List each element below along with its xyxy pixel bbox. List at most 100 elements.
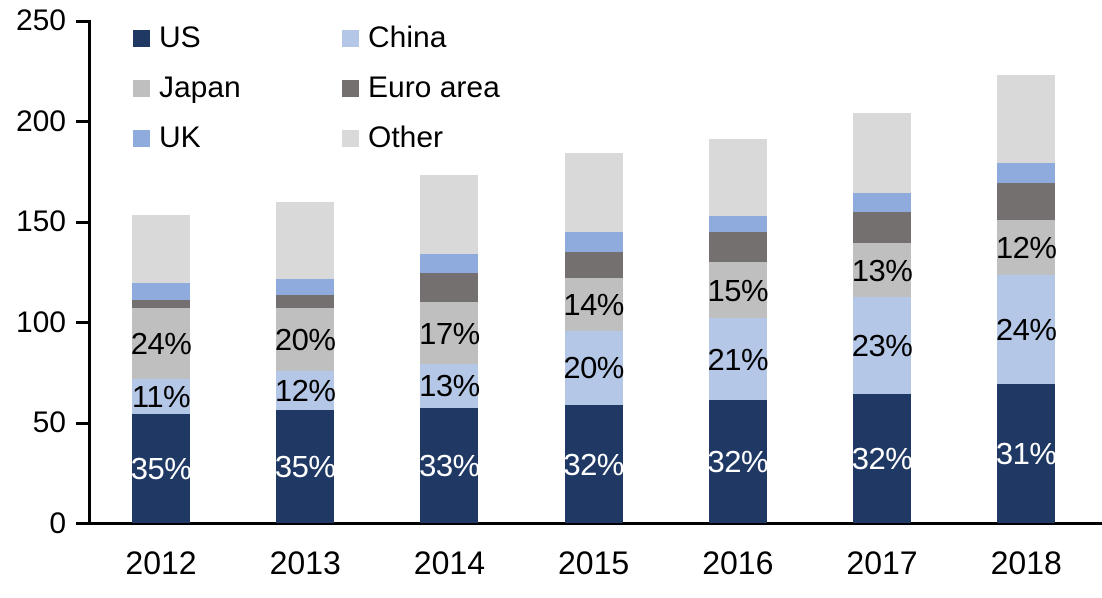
- bar-segment-euro-area: [132, 300, 190, 309]
- bar-segment-label: 32%: [563, 446, 624, 482]
- legend-item-uk: UK: [133, 121, 201, 155]
- bar-segment-label: 32%: [851, 441, 913, 477]
- bar-segment-other: [564, 152, 623, 233]
- bar-segment-other: [853, 113, 911, 193]
- bar-segment-label: 12%: [274, 372, 336, 408]
- bar-segment-label: 35%: [274, 449, 336, 485]
- bar-2014: 33% 13% 17%: [419, 174, 480, 524]
- bar-2017: 32% 23% 13%: [851, 113, 913, 524]
- bar-segment-uk: [853, 192, 911, 212]
- bar-2016: 32% 21% 15%: [707, 138, 769, 524]
- x-category-label: 2013: [269, 545, 341, 581]
- bar-segment-japan: 12%: [995, 220, 1057, 276]
- bar-segment-uk: [276, 279, 335, 296]
- x-category-label: 2018: [990, 545, 1062, 581]
- bar-segment-label: 13%: [419, 368, 480, 404]
- y-tick-mark: [76, 522, 89, 525]
- bar-segment-euro-area: [708, 232, 767, 263]
- y-tick-label: 0: [49, 506, 66, 540]
- y-tick-mark: [76, 421, 89, 425]
- y-tick-label: 250: [15, 4, 66, 37]
- y-tick-label: 100: [15, 305, 66, 339]
- bar-segment-china: 11%: [131, 378, 191, 414]
- y-tick-label: 200: [15, 104, 66, 138]
- bar-segment-china: 13%: [419, 363, 480, 408]
- bar-segment-euro-area: [276, 295, 335, 309]
- x-category-label: 2016: [702, 545, 774, 581]
- bar-segment-us: 33%: [419, 407, 480, 524]
- bar-segment-china: 24%: [995, 275, 1057, 384]
- bar-segment-label: 15%: [707, 272, 769, 308]
- legend-item-us: US: [133, 21, 201, 55]
- bar-segment-label: 23%: [851, 328, 913, 364]
- bar-segment-uk: [997, 162, 1056, 183]
- bar-2018: 31% 24% 12%: [995, 75, 1057, 524]
- bar-segment-us: 35%: [274, 409, 336, 524]
- bar-segment-label: 20%: [563, 350, 624, 386]
- legend-label: Other: [368, 121, 444, 154]
- bar-segment-label: 12%: [995, 230, 1057, 266]
- x-category-label: 2017: [846, 545, 918, 581]
- bar-segment-china: 20%: [563, 330, 624, 405]
- bar-segment-china: 21%: [708, 318, 769, 400]
- bar-segment-uk: [708, 216, 767, 233]
- bar-segment-label: 14%: [563, 286, 624, 322]
- bar-segment-label: 11%: [131, 378, 191, 414]
- bar-2013: 35% 12% 20%: [274, 201, 336, 524]
- legend-label: China: [368, 21, 447, 54]
- bar-segment-uk: [420, 254, 479, 274]
- bar-segment-other: [997, 75, 1056, 163]
- bar-segment-euro-area: [420, 273, 479, 303]
- bar-segment-label: 17%: [419, 315, 480, 351]
- bar-segment-label: 33%: [419, 448, 480, 484]
- bar-segment-other: [420, 174, 479, 255]
- bar-segment-china: 12%: [274, 370, 336, 410]
- bar-segment-label: 13%: [851, 252, 913, 288]
- legend-swatch-icon: [342, 29, 359, 47]
- y-tick-mark: [76, 220, 89, 224]
- x-category-label: 2014: [413, 545, 485, 581]
- y-tick-label: 150: [15, 205, 66, 238]
- bar-segment-us: 31%: [995, 383, 1057, 524]
- bar-segment-label: 35%: [130, 451, 192, 487]
- legend-item-other: Other: [342, 121, 443, 155]
- y-tick-mark: [76, 120, 89, 123]
- legend-item-japan: Japan: [133, 71, 241, 105]
- bar-segment-us: 32%: [563, 404, 624, 524]
- bar-segment-japan: 14%: [563, 278, 624, 331]
- x-category-label: 2015: [558, 545, 630, 581]
- bar-segment-japan: 17%: [419, 302, 480, 364]
- x-category-label: 2012: [125, 545, 197, 581]
- legend-label: Euro area: [368, 71, 500, 104]
- bar-segment-japan: 13%: [851, 243, 913, 298]
- x-axis-line: [86, 522, 1102, 525]
- bar-segment-us: 35%: [130, 413, 192, 524]
- bar-segment-china: 23%: [851, 297, 913, 394]
- bar-segment-us: 32%: [707, 399, 769, 524]
- y-tick-mark: [76, 19, 89, 23]
- bar-2012: 35% 11% 24%: [130, 215, 192, 524]
- bar-segment-euro-area: [997, 182, 1056, 220]
- bar-segment-label: 20%: [274, 322, 336, 358]
- bar-segment-other: [276, 201, 335, 280]
- legend-swatch-icon: [133, 79, 150, 97]
- legend-label: US: [159, 21, 201, 54]
- bar-segment-label: 24%: [995, 312, 1057, 348]
- bar-segment-label: 31%: [995, 436, 1057, 472]
- legend-label: Japan: [159, 71, 241, 104]
- legend-label: UK: [159, 121, 201, 154]
- bar-segment-japan: 15%: [707, 262, 769, 319]
- legend-swatch-icon: [133, 129, 150, 147]
- legend-item-euro-area: Euro area: [342, 71, 500, 105]
- bar-segment-other: [132, 215, 190, 284]
- bar-segment-label: 32%: [707, 444, 769, 480]
- bar-2015: 32% 20% 14%: [563, 152, 624, 524]
- y-tick-label: 50: [32, 406, 66, 439]
- legend-item-china: China: [342, 21, 446, 55]
- bar-segment-uk: [564, 232, 623, 253]
- legend-swatch-icon: [133, 29, 150, 47]
- bar-segment-uk: [132, 283, 190, 301]
- bar-segment-japan: 20%: [274, 308, 336, 371]
- bar-segment-euro-area: [564, 252, 623, 279]
- y-tick-mark: [76, 321, 89, 324]
